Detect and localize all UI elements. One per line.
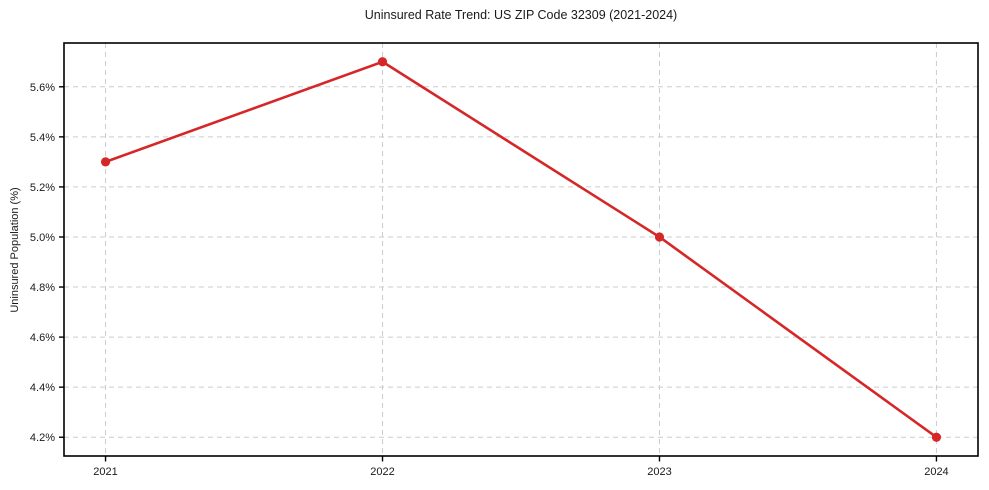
y-tick-label: 4.4%: [30, 382, 55, 394]
y-tick-label: 4.8%: [30, 282, 55, 294]
y-tick-label: 5.4%: [30, 132, 55, 144]
x-tick-label: 2024: [924, 466, 948, 478]
x-tick-label: 2023: [647, 466, 671, 478]
y-tick-label: 5.0%: [30, 232, 55, 244]
plot-border: [63, 42, 979, 457]
x-tick-label: 2022: [370, 466, 394, 478]
data-point-marker: [931, 432, 942, 442]
y-tick-label: 4.2%: [30, 432, 55, 444]
data-point-marker: [100, 157, 111, 167]
y-tick-label: 4.6%: [30, 332, 55, 344]
trend-line: [104, 60, 938, 439]
chart-title: Uninsured Rate Trend: US ZIP Code 32309 …: [364, 8, 678, 22]
y-tick-label: 5.6%: [30, 82, 55, 94]
data-point-marker: [654, 232, 665, 242]
data-point-marker: [377, 57, 388, 67]
y-tick-label: 5.2%: [30, 182, 55, 194]
x-tick-label: 2021: [93, 466, 117, 478]
y-axis-label: Uninsured Population (%): [9, 187, 21, 313]
